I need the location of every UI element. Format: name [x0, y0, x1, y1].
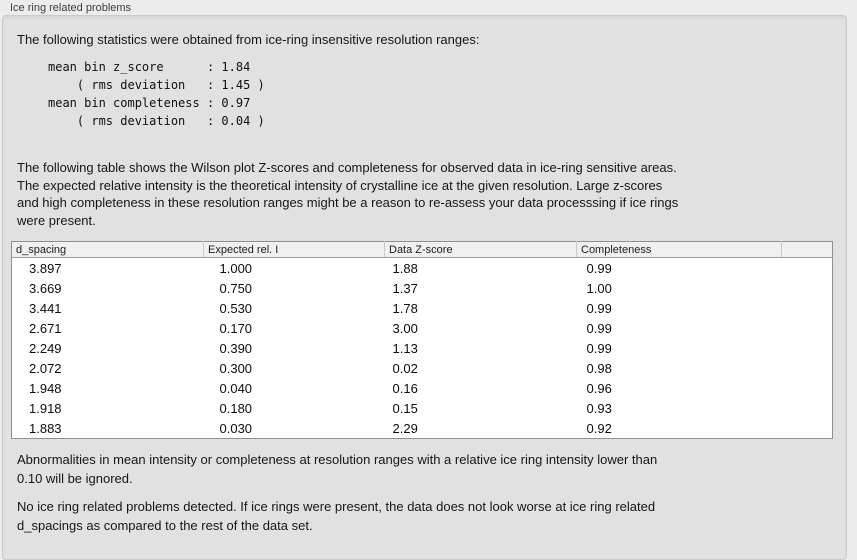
cell-expected-rel-i: 0.170: [219, 320, 253, 336]
column-header-empty: [781, 241, 833, 258]
cell-completeness: 0.99: [586, 300, 612, 316]
cell-d-spacing: 1.948: [29, 380, 62, 396]
conclusion-text: No ice ring related problems detected. I…: [17, 499, 656, 533]
table-row[interactable]: 3.441 0.530 1.78 0.99: [12, 298, 833, 318]
ice-ring-panel: The following statistics were obtained f…: [2, 15, 847, 560]
column-header-completeness: Completeness: [576, 241, 782, 258]
ice-ring-table[interactable]: d_spacing Expected rel. I Data Z-score C…: [11, 241, 833, 439]
cell-completeness: 0.99: [586, 340, 612, 356]
cell-d-spacing: 2.249: [29, 340, 62, 356]
cell-d-spacing: 3.669: [29, 280, 62, 296]
cell-expected-rel-i: 0.300: [219, 360, 253, 376]
cell-d-spacing: 3.897: [29, 260, 62, 276]
cell-d-spacing: 1.918: [29, 400, 62, 416]
cell-completeness: 0.98: [586, 360, 612, 376]
table-row[interactable]: 2.249 0.390 1.13 0.99: [12, 338, 833, 358]
cell-data-z-score: 1.78: [392, 300, 418, 316]
cell-expected-rel-i: 1.000: [219, 260, 253, 276]
cell-data-z-score: 1.88: [392, 260, 418, 276]
cell-completeness: 0.93: [586, 400, 612, 416]
groupbox-title: Ice ring related problems: [10, 2, 132, 14]
cell-empty: [782, 338, 833, 358]
cell-data-z-score: 1.37: [392, 280, 418, 296]
column-header-data-z-score: Data Z-score: [384, 241, 577, 258]
cell-completeness: 1.00: [586, 280, 612, 296]
cell-data-z-score: 2.29: [392, 420, 418, 436]
table-row[interactable]: 1.883 0.030 2.29 0.92: [12, 418, 833, 439]
table-header-row: d_spacing Expected rel. I Data Z-score C…: [11, 241, 833, 258]
cell-empty: [782, 378, 833, 398]
stats-block: mean bin z_score : 1.84 ( rms deviation …: [48, 60, 265, 128]
cell-d-spacing: 3.441: [29, 300, 62, 316]
cell-data-z-score: 1.13: [392, 340, 418, 356]
cell-empty: [782, 298, 833, 318]
cell-data-z-score: 0.15: [392, 400, 418, 416]
cell-completeness: 0.96: [586, 380, 612, 396]
ignore-note: Abnormalities in mean intensity or compl…: [17, 452, 658, 486]
cell-d-spacing: 2.671: [29, 320, 62, 336]
table-description: The following table shows the Wilson plo…: [17, 160, 679, 228]
cell-empty: [782, 418, 833, 439]
intro-text: The following statistics were obtained f…: [17, 32, 480, 47]
cell-completeness: 0.99: [586, 260, 612, 276]
table-row[interactable]: 3.669 0.750 1.37 1.00: [12, 278, 833, 298]
cell-d-spacing: 2.072: [29, 360, 62, 376]
cell-data-z-score: 0.16: [392, 380, 418, 396]
cell-empty: [782, 358, 833, 378]
table-body: 3.897 1.000 1.88 0.99 3.669 0.750 1.37 1…: [12, 258, 833, 439]
cell-data-z-score: 0.02: [392, 360, 418, 376]
column-header-d-spacing: d_spacing: [11, 241, 204, 258]
cell-data-z-score: 3.00: [392, 320, 418, 336]
cell-expected-rel-i: 0.390: [219, 340, 253, 356]
table-row[interactable]: 3.897 1.000 1.88 0.99: [12, 258, 833, 279]
cell-expected-rel-i: 0.180: [219, 400, 253, 416]
cell-expected-rel-i: 0.030: [219, 420, 253, 436]
cell-empty: [782, 318, 833, 338]
table-header: d_spacing Expected rel. I Data Z-score C…: [11, 241, 833, 258]
column-header-expected-rel-i: Expected rel. I: [203, 241, 385, 258]
table-row[interactable]: 2.671 0.170 3.00 0.99: [12, 318, 833, 338]
table-row[interactable]: 1.948 0.040 0.16 0.96: [12, 378, 833, 398]
table-row[interactable]: 2.072 0.300 0.02 0.98: [12, 358, 833, 378]
table-row[interactable]: 1.918 0.180 0.15 0.93: [12, 398, 833, 418]
cell-completeness: 0.99: [586, 320, 612, 336]
cell-empty: [782, 278, 833, 298]
cell-expected-rel-i: 0.750: [219, 280, 253, 296]
cell-empty: [782, 398, 833, 418]
cell-completeness: 0.92: [586, 420, 612, 436]
cell-expected-rel-i: 0.530: [219, 300, 253, 316]
cell-d-spacing: 1.883: [29, 420, 62, 436]
cell-expected-rel-i: 0.040: [219, 380, 253, 396]
cell-empty: [782, 258, 833, 279]
